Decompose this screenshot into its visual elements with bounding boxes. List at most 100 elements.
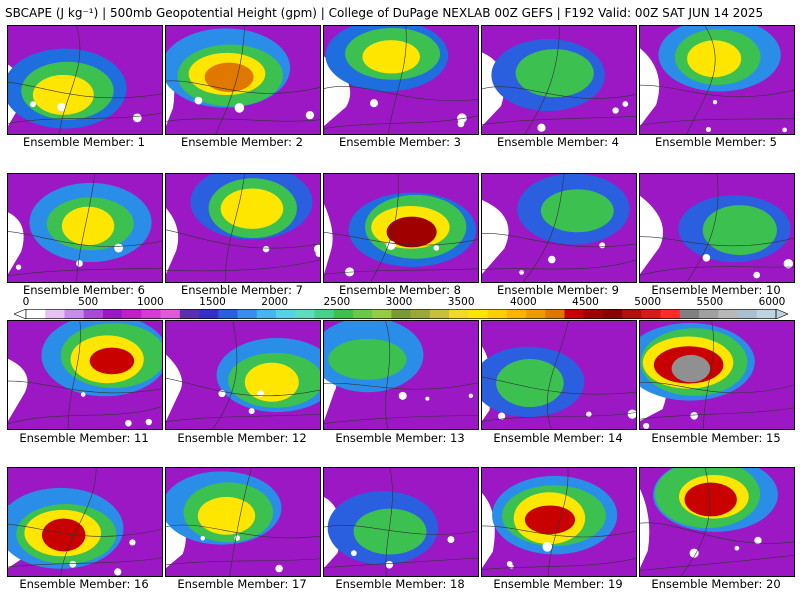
ensemble-member-label: Ensemble Member: 5: [655, 135, 777, 149]
coastline: [482, 412, 636, 422]
boundary-line: [8, 81, 162, 99]
boundary-line: [166, 80, 320, 94]
no-cape-spot: [194, 96, 203, 105]
no-cape-spot: [433, 245, 440, 251]
cape-contour-fill: [328, 338, 407, 380]
colorbar-swatch: [756, 309, 777, 319]
colorbar-swatch: [102, 309, 123, 319]
colorbar-swatch: [602, 309, 623, 319]
ensemble-member-label: Ensemble Member: 19: [493, 577, 623, 591]
colorbar-swatch: [237, 309, 258, 319]
no-cape-spot: [753, 271, 761, 279]
sbcape-field-map: [324, 174, 478, 282]
colorbar-swatch: [256, 309, 277, 319]
no-cape-spot: [57, 102, 66, 112]
cape-contour-fill: [353, 508, 427, 555]
colorbar-swatch: [352, 309, 373, 319]
no-cape-region: [8, 212, 24, 274]
boundary-line: [640, 381, 794, 394]
colorbar-frame: [25, 309, 777, 319]
no-cape-region: [640, 48, 660, 126]
ensemble-member-label: Ensemble Member: 16: [19, 577, 149, 591]
ensemble-member-label: Ensemble Member: 8: [339, 283, 461, 297]
colorbar-tick-label: 3000: [385, 296, 413, 308]
ensemble-member-label: Ensemble Member: 9: [497, 283, 619, 297]
no-cape-spot: [519, 270, 524, 275]
colorbar-tick-label: 5500: [696, 296, 724, 308]
boundary-line: [166, 377, 320, 397]
sbcape-field-map: [8, 321, 162, 429]
coastline: [640, 554, 794, 571]
boundary-line: [547, 468, 569, 576]
no-cape-spot: [782, 127, 787, 133]
no-cape-spot: [783, 259, 794, 269]
colorbar-swatch: [679, 309, 700, 319]
sbcape-field-map: [166, 174, 320, 282]
boundary-line: [482, 86, 636, 99]
sbcape-colorbar: [14, 309, 788, 319]
colorbar-swatch: [660, 309, 681, 319]
no-cape-spot: [447, 536, 455, 543]
boundary-line: [215, 26, 245, 134]
boundary-line: [387, 26, 407, 134]
boundary-line: [680, 468, 710, 576]
no-cape-region: [640, 488, 650, 568]
no-cape-region: [8, 358, 28, 421]
coastline: [8, 557, 162, 568]
no-cape-spot: [275, 564, 283, 573]
no-cape-spot: [114, 568, 122, 576]
ensemble-member-panel: [165, 25, 321, 135]
colorbar-swatch: [160, 309, 181, 319]
no-cape-spot: [712, 100, 718, 105]
cape-contour-fill: [89, 347, 135, 375]
coastline: [8, 267, 162, 277]
coastline: [482, 259, 636, 270]
colorbar-min-arrow: [14, 309, 27, 319]
colorbar-swatch: [295, 309, 315, 319]
colorbar-tick-label: 4000: [509, 296, 537, 308]
no-cape-spot: [15, 264, 22, 270]
no-cape-spot: [76, 260, 83, 267]
cape-contour-fill: [702, 205, 777, 256]
colorbar-swatch: [622, 309, 642, 319]
ensemble-member-label: Ensemble Member: 17: [177, 577, 307, 591]
ensemble-member-panel: [165, 173, 321, 283]
sbcape-field-map: [640, 26, 794, 134]
no-cape-spot: [345, 267, 355, 277]
cape-contour-fill: [671, 354, 711, 383]
boundary-line: [703, 321, 714, 429]
no-cape-spot: [69, 560, 77, 568]
no-cape-spot: [612, 107, 619, 114]
no-cape-spot: [129, 539, 136, 546]
no-cape-spot: [509, 564, 514, 569]
no-cape-spot: [537, 123, 546, 132]
ensemble-member-panel: [481, 320, 637, 430]
boundary-line: [324, 232, 478, 246]
no-cape-region: [640, 195, 664, 274]
no-cape-spot: [643, 422, 650, 429]
no-cape-spot: [457, 113, 467, 124]
colorbar-swatch: [526, 309, 546, 319]
sbcape-field-map: [166, 321, 320, 429]
no-cape-spot: [385, 560, 394, 569]
no-cape-spot: [599, 242, 606, 249]
coastline: [8, 112, 162, 124]
colorbar-swatch: [122, 309, 142, 319]
boundary-line: [686, 26, 716, 134]
boundary-line: [166, 229, 320, 249]
colorbar-swatch: [314, 309, 334, 319]
cape-contour-fill: [32, 74, 94, 115]
coastline: [640, 266, 794, 276]
colorbar-tick-label: 6000: [758, 296, 786, 308]
boundary-line: [522, 174, 565, 282]
no-cape-spot: [586, 411, 592, 417]
ensemble-member-panel: [639, 173, 795, 283]
no-cape-spot: [305, 111, 315, 120]
boundary-line: [324, 382, 478, 390]
no-cape-spot: [754, 536, 762, 545]
colorbar-tick-label: 1000: [136, 296, 164, 308]
no-cape-spot: [80, 392, 86, 397]
cape-contour-fill: [496, 359, 564, 408]
boundary-line: [686, 174, 719, 282]
ensemble-member-label: Ensemble Member: 7: [181, 283, 303, 297]
